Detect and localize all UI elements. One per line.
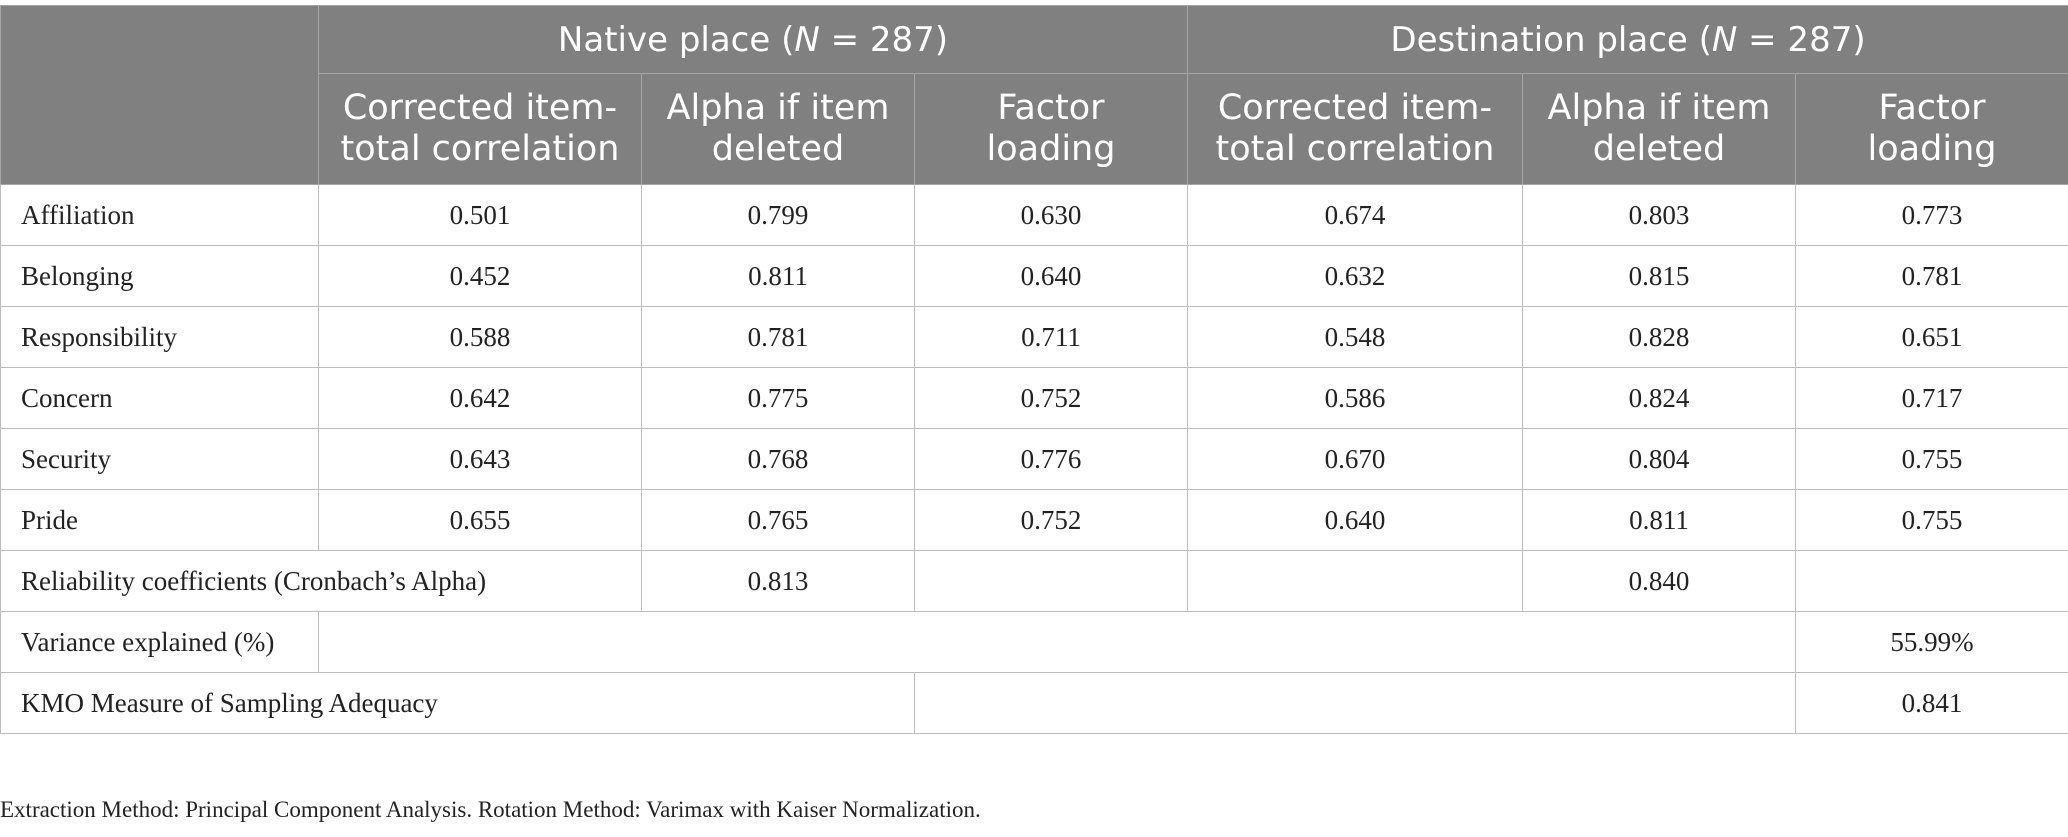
col-header-destination-alpha: Alpha if item deleted bbox=[1522, 73, 1796, 185]
variance-value: 55.99% bbox=[1794, 611, 2068, 673]
table-cell: 0.752 bbox=[914, 367, 1188, 429]
group-header-destination: Destination place (N = 287) bbox=[1186, 5, 2068, 74]
kmo-label: KMO Measure of Sampling Adequacy bbox=[0, 672, 915, 734]
table-cell: 0.815 bbox=[1522, 245, 1796, 307]
group-destination-text: Destination place ( bbox=[1390, 19, 1712, 60]
group-native-n-value: = 287) bbox=[819, 19, 949, 60]
table-cell: 0.811 bbox=[1522, 489, 1796, 551]
table-row: Belonging 0.452 0.811 0.640 0.632 0.815 … bbox=[0, 245, 2068, 307]
col-header-destination-corrected: Corrected item-total correlation bbox=[1187, 73, 1523, 185]
table-cell: 0.651 bbox=[1794, 306, 2068, 368]
table-row: Pride 0.655 0.765 0.752 0.640 0.811 0.75… bbox=[0, 489, 2068, 551]
header-line: total correlation bbox=[1215, 129, 1495, 169]
header-line: Alpha if item bbox=[666, 88, 890, 128]
table-cell: 0.643 bbox=[318, 428, 642, 490]
table-cell: 0.630 bbox=[914, 184, 1188, 246]
group-destination-n-value: = 287) bbox=[1737, 19, 1866, 60]
table-cell: 0.640 bbox=[914, 245, 1188, 307]
table-cell: 0.755 bbox=[1794, 428, 2068, 490]
group-native-text: Native place ( bbox=[557, 19, 795, 60]
table-cell: 0.586 bbox=[1187, 367, 1523, 429]
variance-row: Variance explained (%) 55.99% bbox=[0, 611, 2068, 673]
empty-cell bbox=[914, 550, 1188, 612]
header-line: Alpha if item bbox=[1547, 88, 1771, 128]
table-cell: 0.642 bbox=[318, 367, 642, 429]
table-body: Affiliation 0.501 0.799 0.630 0.674 0.80… bbox=[0, 184, 2068, 734]
header-line: Factor bbox=[997, 88, 1105, 128]
row-label: Affiliation bbox=[0, 184, 319, 246]
kmo-row: KMO Measure of Sampling Adequacy 0.841 bbox=[0, 672, 2068, 734]
table-cell: 0.717 bbox=[1794, 367, 2068, 429]
table-cell: 0.773 bbox=[1794, 184, 2068, 246]
empty-cell bbox=[914, 672, 1796, 734]
reliability-destination-value: 0.840 bbox=[1522, 550, 1796, 612]
empty-cell bbox=[1187, 550, 1523, 612]
row-label: Belonging bbox=[0, 245, 319, 307]
table-cell: 0.632 bbox=[1187, 245, 1523, 307]
table-cell: 0.804 bbox=[1522, 428, 1796, 490]
table-cell: 0.755 bbox=[1794, 489, 2068, 551]
table-footnote: Extraction Method: Principal Component A… bbox=[0, 797, 981, 822]
group-header-row: Native place (N = 287) Destination place… bbox=[0, 5, 2068, 185]
group-header-native: Native place (N = 287) bbox=[318, 5, 1188, 74]
table-cell: 0.781 bbox=[641, 306, 915, 368]
header-line: loading bbox=[1867, 129, 1997, 169]
table-cell: 0.501 bbox=[318, 184, 642, 246]
empty-cell bbox=[1794, 550, 2068, 612]
table-cell: 0.765 bbox=[641, 489, 915, 551]
table-cell: 0.640 bbox=[1187, 489, 1523, 551]
table-cell: 0.776 bbox=[914, 428, 1188, 490]
table-cell: 0.768 bbox=[641, 428, 915, 490]
reliability-row: Reliability coefficients (Cronbach’s Alp… bbox=[0, 550, 2068, 612]
column-header-row: Corrected item-total correlation Alpha i… bbox=[1, 73, 2068, 185]
group-destination-n-symbol: N bbox=[1711, 19, 1738, 60]
row-label: Concern bbox=[0, 367, 319, 429]
header-line: deleted bbox=[1592, 129, 1726, 169]
table-cell: 0.752 bbox=[914, 489, 1188, 551]
table-cell: 0.799 bbox=[641, 184, 915, 246]
table-cell: 0.588 bbox=[318, 306, 642, 368]
table-cell: 0.781 bbox=[1794, 245, 2068, 307]
table-cell: 0.674 bbox=[1187, 184, 1523, 246]
table-cell: 0.811 bbox=[641, 245, 915, 307]
table-cell: 0.828 bbox=[1522, 306, 1796, 368]
table-cell: 0.452 bbox=[318, 245, 642, 307]
header-line: Corrected item- bbox=[342, 88, 618, 128]
table-header: Native place (N = 287) Destination place… bbox=[0, 5, 2068, 185]
col-header-native-corrected: Corrected item-total correlation bbox=[318, 73, 642, 185]
table-row: Concern 0.642 0.775 0.752 0.586 0.824 0.… bbox=[0, 367, 2068, 429]
table-cell: 0.548 bbox=[1187, 306, 1523, 368]
table-row: Affiliation 0.501 0.799 0.630 0.674 0.80… bbox=[0, 184, 2068, 246]
variance-label: Variance explained (%) bbox=[0, 611, 319, 673]
header-line: total correlation bbox=[340, 129, 620, 169]
header-line: deleted bbox=[711, 129, 845, 169]
col-header-native-alpha: Alpha if item deleted bbox=[641, 73, 915, 185]
table-row: Responsibility 0.588 0.781 0.711 0.548 0… bbox=[0, 306, 2068, 368]
header-line: loading bbox=[986, 129, 1116, 169]
kmo-value: 0.841 bbox=[1794, 672, 2068, 734]
table-cell: 0.775 bbox=[641, 367, 915, 429]
header-line: Corrected item- bbox=[1217, 88, 1493, 128]
table-cell: 0.824 bbox=[1522, 367, 1796, 429]
table-cell: 0.670 bbox=[1187, 428, 1523, 490]
reliability-native-value: 0.813 bbox=[641, 550, 915, 612]
group-native-n-symbol: N bbox=[794, 19, 820, 60]
empty-cell bbox=[318, 611, 1796, 673]
header-line: Factor bbox=[1878, 88, 1986, 128]
row-label: Security bbox=[0, 428, 319, 490]
reliability-factor-table-container: Native place (N = 287) Destination place… bbox=[0, 5, 2068, 734]
table-cell: 0.655 bbox=[318, 489, 642, 551]
col-header-destination-loading: Factor loading bbox=[1794, 73, 2068, 185]
table-row: Security 0.643 0.768 0.776 0.670 0.804 0… bbox=[0, 428, 2068, 490]
col-header-native-loading: Factor loading bbox=[914, 73, 1188, 185]
reliability-label: Reliability coefficients (Cronbach’s Alp… bbox=[0, 550, 642, 612]
row-label: Responsibility bbox=[0, 306, 319, 368]
header-corner-cell bbox=[0, 5, 319, 185]
reliability-factor-table: Native place (N = 287) Destination place… bbox=[0, 5, 2068, 734]
table-cell: 0.711 bbox=[914, 306, 1188, 368]
table-cell: 0.803 bbox=[1522, 184, 1796, 246]
row-label: Pride bbox=[0, 489, 319, 551]
